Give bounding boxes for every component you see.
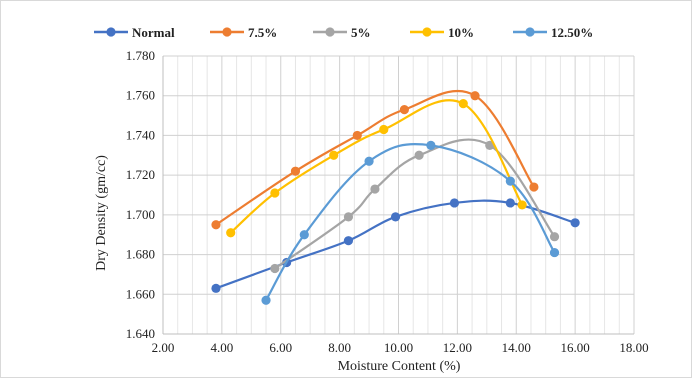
legend-swatch-marker [222, 27, 232, 37]
data-point [364, 156, 374, 166]
y-axis-title: Dry Density (gm/cc) [94, 155, 109, 271]
gridlines [162, 55, 635, 335]
data-point [570, 218, 580, 228]
x-tick-label: 4.00 [211, 340, 234, 355]
x-axis-title: Moisture Content (%) [338, 359, 461, 374]
data-point [529, 182, 539, 192]
data-point [270, 263, 280, 274]
legend-label: Normal [132, 25, 175, 40]
series-line [274, 138, 556, 270]
data-point [505, 198, 515, 208]
x-tick-label: 2.00 [152, 340, 175, 355]
x-tick-label: 14.00 [502, 340, 531, 355]
legend-item: 7.5% [210, 25, 277, 40]
data-point [485, 140, 495, 150]
y-tick-label: 1.740 [126, 127, 155, 142]
legend-item: Normal [94, 25, 175, 40]
x-axis-ticks: 2.00 4.00 6.00 8.00 10.00 12.00 14.00 16.00 18.0… [152, 340, 649, 355]
legend-item: 12.50% [513, 25, 593, 40]
data-point [226, 228, 236, 238]
x-tick-label: 8.00 [328, 340, 351, 355]
data-point [370, 184, 380, 194]
data-point [414, 150, 424, 160]
series-4 [261, 140, 560, 305]
x-tick-label: 12.00 [443, 340, 472, 355]
series-1 [211, 90, 539, 230]
y-tick-label: 1.640 [126, 326, 155, 341]
data-point [470, 91, 480, 101]
legend-label: 10% [448, 25, 474, 40]
data-point [270, 188, 280, 198]
data-point [449, 198, 460, 208]
legend-label: 12.50% [551, 25, 593, 40]
legend: Normal 7.5% 5% 10% 12.50% [94, 25, 593, 40]
series-2 [270, 138, 560, 274]
legend-label: 5% [351, 25, 371, 40]
data-point [426, 140, 436, 150]
data-point [211, 220, 221, 230]
plot-area [211, 90, 580, 305]
data-point [458, 99, 468, 109]
data-point [390, 212, 401, 222]
x-tick-label: 18.00 [619, 340, 648, 355]
data-point [343, 236, 354, 246]
data-point [505, 176, 515, 186]
x-tick-label: 16.00 [561, 340, 590, 355]
data-point [290, 166, 301, 176]
series-line [215, 90, 535, 226]
legend-swatch-marker [325, 27, 335, 37]
legend-item: 5% [313, 25, 371, 40]
data-point [549, 247, 560, 258]
y-axis-ticks: 1.640 1.660 1.680 1.700 1.720 1.740 1.760 1.780 [126, 48, 155, 341]
y-tick-label: 1.760 [126, 88, 155, 103]
legend-swatch-marker [525, 27, 535, 37]
legend-label: 7.5% [248, 25, 277, 40]
data-point [329, 150, 339, 160]
legend-item: 10% [410, 25, 474, 40]
data-point [517, 200, 527, 210]
data-point [379, 124, 389, 135]
y-tick-label: 1.680 [126, 247, 155, 262]
y-tick-label: 1.660 [126, 286, 155, 301]
data-point [211, 283, 221, 293]
data-point [549, 232, 560, 242]
y-tick-label: 1.700 [126, 207, 155, 222]
legend-swatch-marker [422, 27, 432, 37]
series-line [229, 99, 524, 234]
series-0 [211, 198, 580, 293]
data-point [399, 105, 409, 115]
series-3 [226, 99, 527, 238]
y-tick-label: 1.780 [126, 48, 155, 63]
legend-swatch-marker [106, 27, 116, 37]
x-tick-label: 6.00 [269, 340, 292, 355]
y-tick-label: 1.720 [126, 167, 155, 182]
x-tick-label: 10.00 [384, 340, 413, 355]
data-point [352, 130, 362, 141]
data-point [299, 230, 309, 240]
data-point [261, 295, 271, 305]
data-point [343, 212, 354, 222]
